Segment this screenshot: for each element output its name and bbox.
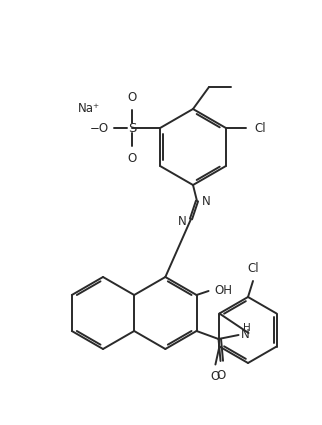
Text: Na⁺: Na⁺ <box>78 102 100 114</box>
Text: Cl: Cl <box>254 122 266 134</box>
Text: N: N <box>202 195 211 207</box>
Text: OH: OH <box>214 283 232 297</box>
Text: H: H <box>242 323 250 333</box>
Text: −O: −O <box>90 122 109 134</box>
Text: O: O <box>216 369 225 382</box>
Text: Cl: Cl <box>247 262 259 275</box>
Text: N: N <box>178 215 187 227</box>
Text: O: O <box>211 371 220 383</box>
Text: S: S <box>128 122 136 134</box>
Text: O: O <box>128 91 137 104</box>
Text: O: O <box>128 152 137 165</box>
Text: N: N <box>241 329 249 342</box>
